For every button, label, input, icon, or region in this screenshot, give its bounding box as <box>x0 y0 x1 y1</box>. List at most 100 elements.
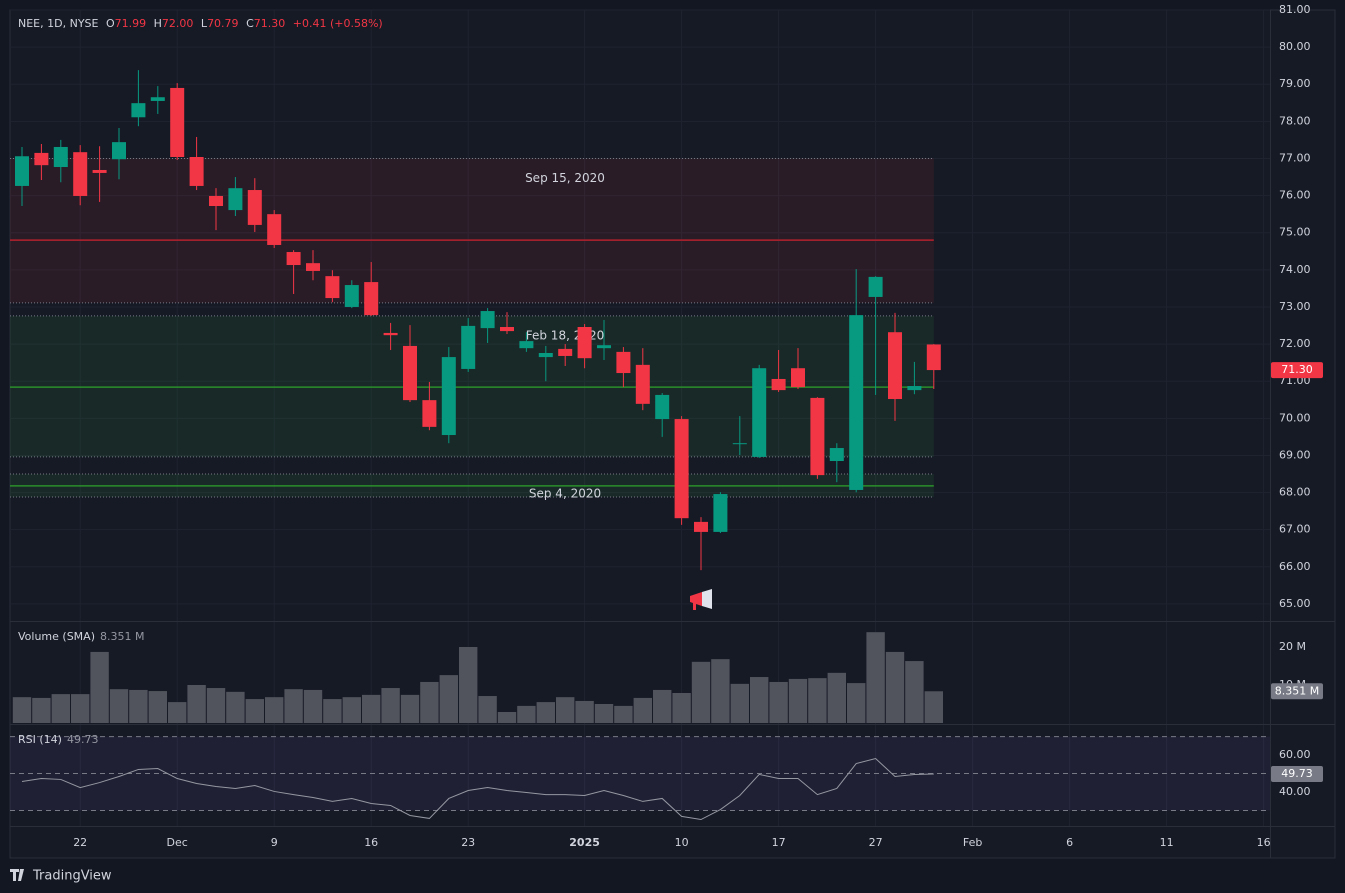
pane-value: 49.73 <box>67 733 99 746</box>
volume-bar <box>788 678 808 723</box>
volume-bar <box>71 694 90 723</box>
brand: TradingView <box>32 869 112 884</box>
candle-body <box>771 378 786 391</box>
candle-body <box>480 311 495 329</box>
volume-bar <box>517 705 536 723</box>
volume-bar <box>284 689 303 723</box>
volume-bar <box>245 699 264 723</box>
plot: Sep 15, 2020 Feb 18, 2020 Sep 4, 2020 <box>10 70 1270 821</box>
volume-bar <box>556 697 575 723</box>
ohlc-key: H <box>154 17 162 30</box>
ohlc-value: 71.99 <box>115 17 147 30</box>
candle-body <box>694 521 708 532</box>
candle-body <box>519 341 534 349</box>
y-tick-label: 66.00 <box>1279 560 1311 573</box>
pane-name: Volume (SMA) <box>18 630 95 643</box>
y-tick-label: 70.00 <box>1279 411 1311 424</box>
y-tick-label: 79.00 <box>1279 77 1311 90</box>
volume-bar <box>594 703 614 723</box>
change: +0.41 (+0.58%) <box>293 17 383 30</box>
ohlc-value: 70.79 <box>207 17 239 30</box>
value-tag-label: 71.30 <box>1281 363 1313 376</box>
x-tick-label: 9 <box>271 836 278 849</box>
y-tick-label: 68.00 <box>1279 486 1311 499</box>
volume-bar <box>51 694 70 723</box>
candle-body <box>635 364 650 404</box>
volume-bar <box>342 697 361 723</box>
value-tag-label: 49.73 <box>1281 767 1313 780</box>
y-tick-label: 40.00 <box>1279 785 1311 798</box>
volume-bar <box>478 696 497 723</box>
x-tick-label: 23 <box>461 836 475 849</box>
y-tick-label: 77.00 <box>1279 151 1311 164</box>
volume-bar <box>730 683 749 723</box>
candle-body <box>189 156 204 186</box>
candle-body <box>325 276 340 299</box>
candle-body <box>791 368 805 388</box>
volume-bar <box>187 684 206 723</box>
zone <box>10 158 934 303</box>
y-tick-label: 60.00 <box>1279 748 1311 761</box>
volume-bar <box>12 697 32 723</box>
candle-body <box>597 345 611 349</box>
volume-bar <box>129 689 148 723</box>
volume-bar <box>769 681 788 723</box>
volume-bar <box>381 688 400 723</box>
value-tag-label: 8.351 M <box>1275 684 1319 697</box>
candle-body <box>732 443 747 445</box>
y-tick-label: 72.00 <box>1279 337 1311 350</box>
logo <box>10 869 24 881</box>
volume-bar <box>808 678 827 723</box>
candle-body <box>558 348 573 356</box>
volume-bar <box>303 689 323 723</box>
volume-bar <box>653 689 672 723</box>
x-tick-label: 2025 <box>569 836 600 849</box>
zone-label: Sep 15, 2020 <box>525 171 605 185</box>
candle-body <box>752 368 767 457</box>
candle-body <box>131 103 146 118</box>
pane-legend: Volume (SMA) 8.351 M <box>18 630 144 643</box>
candle-body <box>616 351 631 374</box>
value-tag <box>1271 766 1323 783</box>
candle-body <box>228 188 243 211</box>
x-tick-label: 27 <box>869 836 883 849</box>
y-tick-label: 69.00 <box>1279 448 1311 461</box>
volume-bar <box>439 675 458 723</box>
volume-bar <box>323 699 342 723</box>
candle-body <box>926 344 941 371</box>
volume-bar <box>827 672 846 723</box>
volume-bar <box>905 661 924 723</box>
y-tick-label: 20 M <box>1279 640 1306 653</box>
x-tick-label: Dec <box>167 836 188 849</box>
pane-legend: RSI (14) 49.73 <box>18 733 98 746</box>
volume-bar <box>691 661 711 723</box>
candle-body <box>383 332 398 336</box>
volume-bar <box>672 692 691 723</box>
x-tick-label: 17 <box>772 836 786 849</box>
ohlc-value: 72.00 <box>162 17 194 30</box>
x-tick-label: 6 <box>1066 836 1073 849</box>
x-tick-label: Feb <box>963 836 982 849</box>
candle-body <box>267 214 282 245</box>
y-tick-label: 81.00 <box>1279 3 1311 16</box>
volume-bar <box>90 651 109 723</box>
megaphone-icon <box>690 589 712 610</box>
volume-bar <box>924 691 943 723</box>
volume-bar <box>536 702 555 723</box>
legend: NEE, 1D, NYSE O71.99 H72.00 L70.79 C71.3… <box>18 17 383 30</box>
volume-bar <box>206 688 226 723</box>
candle-body <box>849 315 864 490</box>
volume-bar <box>168 702 187 723</box>
y-tick-label: 78.00 <box>1279 114 1311 127</box>
candle-body <box>655 394 670 420</box>
candle-body <box>713 494 728 532</box>
x-tick-label: 22 <box>73 836 87 849</box>
volume-bar <box>866 632 885 723</box>
volume-bar <box>847 683 866 723</box>
candle-body <box>364 282 379 316</box>
volume-bar <box>459 646 478 723</box>
value-tag <box>1271 362 1323 379</box>
y-tick-label: 76.00 <box>1279 189 1311 202</box>
